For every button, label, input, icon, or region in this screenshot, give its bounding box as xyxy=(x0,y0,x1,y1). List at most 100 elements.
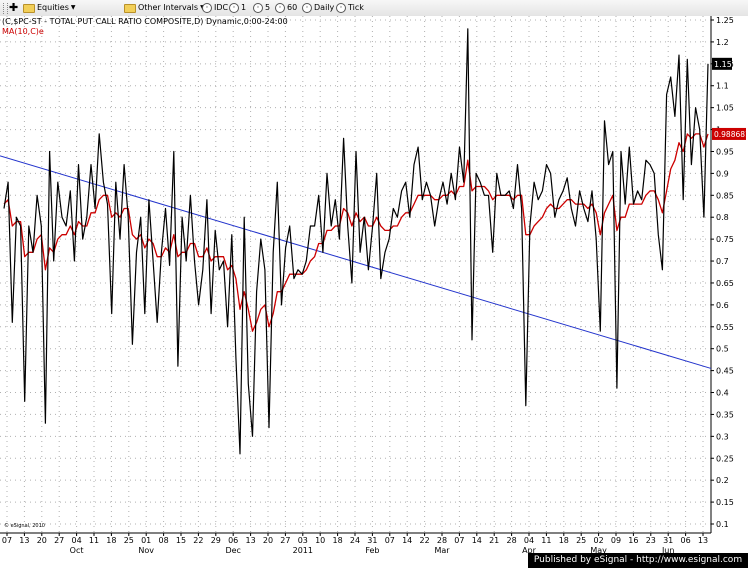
x-tick-label: 04 xyxy=(524,536,534,545)
x-month-label: Apr xyxy=(522,546,537,555)
tick-interval-button[interactable]: ◦ Tick xyxy=(336,2,364,14)
interval-1-button[interactable]: ◦ 1 xyxy=(229,2,246,14)
x-tick-label: 02 xyxy=(594,536,604,545)
y-tick-label: 0.1 xyxy=(716,520,729,529)
chart-title: (C,$PC-ST - TOTAL PUT CALL RATIO COMPOSI… xyxy=(2,17,288,26)
y-tick-label: 0.95 xyxy=(716,147,734,156)
y-tick-label: 0.65 xyxy=(716,279,734,288)
x-tick-label: 18 xyxy=(333,536,343,545)
x-tick-label: 25 xyxy=(124,536,134,545)
x-month-label: Feb xyxy=(365,546,379,555)
tick-label: Tick xyxy=(348,3,364,12)
last-value-badge xyxy=(712,57,732,70)
y-tick-label: 0.85 xyxy=(716,191,734,200)
x-tick-label: 21 xyxy=(489,536,499,545)
x-month-label: Dec xyxy=(225,546,240,555)
equities-label: Equities xyxy=(37,3,69,12)
y-tick-label: 1.1 xyxy=(716,82,729,91)
y-tick-label: 1.05 xyxy=(716,104,734,113)
x-tick-label: 22 xyxy=(420,536,430,545)
toolbar-grip[interactable] xyxy=(3,2,8,14)
x-tick-label: 22 xyxy=(193,536,203,545)
x-tick-label: 06 xyxy=(228,536,238,545)
x-tick-label: 23 xyxy=(646,536,656,545)
x-tick-label: 11 xyxy=(541,536,551,545)
interval-icon: ◦ xyxy=(253,3,263,13)
ma-value-badge xyxy=(712,127,746,140)
x-tick-label: 13 xyxy=(19,536,29,545)
x-tick-label: 13 xyxy=(698,536,708,545)
toolbar: ✚ Equities ▼ Other Intervals ▼ ◦ IDC ◦ 1… xyxy=(0,0,748,17)
interval-icon: ◦ xyxy=(302,3,312,13)
interval-icon: ◦ xyxy=(229,3,239,13)
x-tick-label: 28 xyxy=(507,536,517,545)
x-tick-label: 03 xyxy=(298,536,308,545)
x-tick-label: 15 xyxy=(176,536,186,545)
folder-icon xyxy=(124,3,136,13)
y-tick-label: 0.4 xyxy=(716,389,729,398)
x-tick-label: 24 xyxy=(350,536,360,545)
trendline-layer[interactable] xyxy=(0,155,712,369)
other-intervals-dropdown[interactable]: Other Intervals ▼ xyxy=(124,2,205,14)
last-value-label: 1.15 xyxy=(714,60,732,69)
x-month-label: Jun xyxy=(661,546,675,555)
x-month-label: Mar xyxy=(434,546,450,555)
folder-icon xyxy=(23,3,35,13)
x-tick-label: 08 xyxy=(159,536,169,545)
interval-1-label: 1 xyxy=(241,3,247,12)
x-tick-label: 01 xyxy=(141,536,151,545)
daily-interval-button[interactable]: ◦ Daily xyxy=(302,2,334,14)
ma-value-label: 0.988681 xyxy=(714,130,748,139)
y-tick-label: 0.15 xyxy=(716,498,734,507)
x-tick-label: 14 xyxy=(472,536,482,545)
chevron-down-icon: ▼ xyxy=(70,4,76,11)
x-tick-label: 13 xyxy=(246,536,256,545)
copyright-text: © eSignal, 2010 xyxy=(4,523,45,529)
x-month-label: Nov xyxy=(138,546,154,555)
y-tick-label: 0.8 xyxy=(716,213,729,222)
x-tick-label: 06 xyxy=(681,536,691,545)
daily-label: Daily xyxy=(314,3,335,12)
trendline[interactable] xyxy=(0,155,712,369)
price-layer[interactable] xyxy=(3,28,709,455)
interval-icon: ◦ xyxy=(275,3,285,13)
interval-60-button[interactable]: ◦ 60 xyxy=(275,2,297,14)
time-axis[interactable]: 07 13 20 27 04 11 18 25 01 08 15 22 29 06 13 20 27 03 10 18… xyxy=(2,533,708,555)
x-month-label: 2011 xyxy=(293,546,313,555)
equities-dropdown[interactable]: Equities ▼ xyxy=(23,2,76,14)
x-tick-label: 31 xyxy=(367,536,377,545)
interval-5-button[interactable]: ◦ 5 xyxy=(253,2,270,14)
x-tick-label: 20 xyxy=(263,536,273,545)
x-tick-label: 28 xyxy=(437,536,447,545)
y-tick-label: 0.35 xyxy=(716,410,734,419)
x-month-label: Oct xyxy=(70,546,84,555)
x-tick-label: 16 xyxy=(628,536,638,545)
new-chart-button[interactable]: ✚ xyxy=(9,2,18,14)
idc-interval-button[interactable]: ◦ IDC xyxy=(202,2,228,14)
y-tick-label: 0.2 xyxy=(716,476,729,485)
y-tick-label: 0.3 xyxy=(716,432,729,441)
y-tick-label: 0.45 xyxy=(716,367,734,376)
y-tick-label: 1.25 xyxy=(716,16,734,25)
x-tick-label: 14 xyxy=(402,536,412,545)
interval-60-label: 60 xyxy=(287,3,298,12)
chart-grid xyxy=(0,16,711,533)
idc-label: IDC xyxy=(214,3,229,12)
chart-background xyxy=(0,16,748,568)
x-tick-label: 27 xyxy=(54,536,64,545)
y-tick-label: 0.9 xyxy=(716,169,729,178)
interval-5-label: 5 xyxy=(265,3,271,12)
ma-legend: MA(10,C)e xyxy=(2,27,44,36)
x-tick-label: 20 xyxy=(37,536,47,545)
other-intervals-label: Other Intervals xyxy=(138,3,199,12)
x-tick-label: 07 xyxy=(385,536,395,545)
x-tick-label: 07 xyxy=(2,536,12,545)
y-tick-label: 0.5 xyxy=(716,345,729,354)
published-by-footer[interactable]: Published by eSignal - http://www.esigna… xyxy=(528,553,748,568)
plus-icon: ✚ xyxy=(9,1,19,14)
y-tick-label: 0.7 xyxy=(716,257,729,266)
x-tick-label: 07 xyxy=(454,536,464,545)
put-call-ratio-chart[interactable]: 1.251.21.151.11.0510.950.90.850.80.750.7… xyxy=(0,16,748,568)
price-series-line[interactable] xyxy=(3,28,709,455)
interval-icon: ◦ xyxy=(202,3,212,13)
